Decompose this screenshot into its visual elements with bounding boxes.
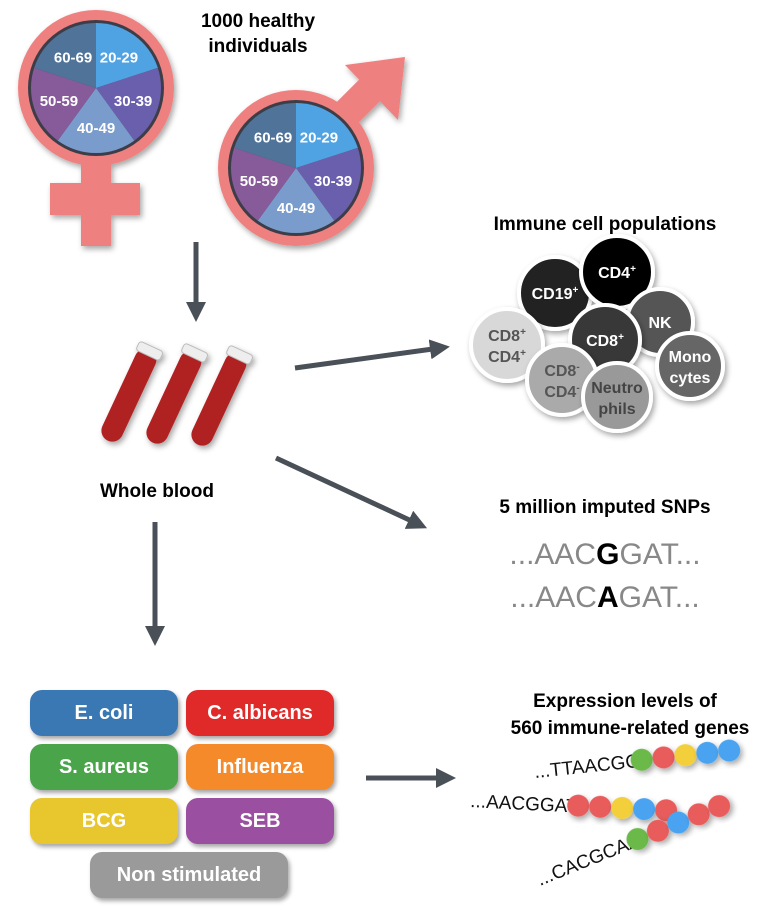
gene-sequence-row: ...TTAACGG [533, 739, 741, 783]
male-age-slice-label: 20-29 [300, 129, 338, 146]
snp-suffix: GAT... [619, 581, 700, 614]
female-age-slice [30, 67, 96, 141]
male-age-slice-label: 40-49 [277, 200, 315, 217]
cell-label: CD8+ [488, 327, 526, 345]
cell-label-line2: cytes [670, 370, 711, 387]
snp-variant: A [597, 581, 619, 614]
male-age-slice-label: 50-59 [240, 173, 278, 190]
cell-label-line2: CD4- [544, 383, 579, 401]
male-age-slice [296, 103, 358, 168]
male-age-slice-label: 30-39 [314, 173, 352, 190]
male-age-pie: 20-29 30-39 40-49 50-59 60-69 [228, 100, 364, 236]
cell-7: Mono cytes [655, 331, 725, 401]
female-age-slice [96, 67, 162, 141]
female-age-slice-label: 20-29 [100, 49, 138, 66]
expression-title-line1: Expression levels of [533, 691, 717, 712]
expression-bead [646, 819, 669, 842]
arrow-to-snps [274, 455, 428, 529]
female-age-slice-label: 50-59 [40, 93, 78, 110]
cell-label-line2: phils [598, 401, 635, 418]
female-age-slice-label: 60-69 [54, 49, 92, 66]
expression-bead [626, 828, 649, 851]
snp-variant: G [596, 538, 619, 571]
immune-title: Immune cell populations [494, 214, 717, 235]
snp-suffix: GAT... [619, 538, 700, 571]
stimulus-non-stimulated[interactable]: Non stimulated [90, 852, 288, 898]
female-age-pie: 20-29 30-39 40-49 50-59 60-69 [28, 20, 164, 156]
sequence-text: ...TTAACGG [533, 751, 641, 783]
snp-title: 5 million imputed SNPs [499, 497, 710, 518]
expression-bead [589, 795, 612, 818]
female-age-slice [96, 23, 158, 88]
stimulus-s-aureus[interactable]: S. aureus [30, 744, 178, 790]
expression-bead [708, 795, 731, 818]
expression-bead [567, 794, 590, 817]
blood-tubes-icon [101, 341, 253, 446]
arrow-to-cells [294, 339, 450, 371]
cell-label: NK [648, 315, 672, 332]
title-line2: individuals [208, 36, 307, 57]
cell-3: CD8+ CD4+ [469, 307, 545, 383]
expression-bead [652, 746, 675, 769]
svg-text:...AACGGAT...: ...AACGGAT... [509, 538, 700, 571]
title-line1: 1000 healthy [201, 11, 315, 32]
expression-bead [687, 803, 710, 826]
expression-sequences: ...TTAACGG...AACGGAT...CACGCAA [470, 739, 741, 891]
expression-bead [718, 739, 741, 762]
cell-label: Mono [669, 349, 712, 366]
male-age-slice [257, 168, 335, 234]
snp-sequences: ...AACGGAT... ...AACAGAT... [509, 538, 700, 614]
cell-6: Neutro phils [581, 361, 653, 433]
cell-label: CD8+ [586, 332, 624, 350]
cell-label: CD19+ [532, 285, 579, 303]
stimulus-influenza[interactable]: Influenza [186, 744, 334, 790]
stimulus-bcg[interactable]: BCG [30, 798, 178, 844]
male-age-slice [234, 103, 296, 168]
stimulus-c-albicans[interactable]: C. albicans [186, 690, 334, 736]
expression-bead [696, 741, 719, 764]
cell-label: CD8- [544, 362, 579, 380]
expression-bead [611, 796, 634, 819]
gene-sequence-row: ...AACGGAT [470, 791, 678, 822]
male-age-slice [230, 147, 296, 221]
female-age-slice-label: 40-49 [77, 120, 115, 137]
sequence-text: ...AACGGAT [470, 791, 579, 818]
snp-prefix: ...AAC [509, 538, 596, 571]
expression-bead [633, 798, 656, 821]
svg-text:...AACAGAT...: ...AACAGAT... [510, 581, 700, 614]
stimulus-seb[interactable]: SEB [186, 798, 334, 844]
cell-label: Neutro [591, 380, 643, 397]
stimulus-e-coli[interactable]: E. coli [30, 690, 178, 736]
cell-label-line2: CD4+ [488, 348, 526, 366]
female-age-slice [34, 23, 96, 88]
expression-bead [674, 744, 697, 767]
snp-prefix: ...AAC [510, 581, 597, 614]
expression-title-line2: 560 immune-related genes [511, 718, 750, 739]
whole-blood-label: Whole blood [100, 481, 214, 502]
female-age-slice-label: 30-39 [114, 93, 152, 110]
male-age-slice [296, 147, 361, 221]
male-age-slice-label: 60-69 [254, 129, 292, 146]
expression-bead [667, 811, 690, 834]
female-age-slice [57, 88, 135, 153]
cell-label: CD4+ [598, 264, 636, 282]
expression-bead [630, 748, 653, 771]
immune-cell-cluster: CD19+ CD4+ NK CD8+ CD4+ CD8+ CD8- CD4- Neutro phi… [469, 234, 725, 433]
